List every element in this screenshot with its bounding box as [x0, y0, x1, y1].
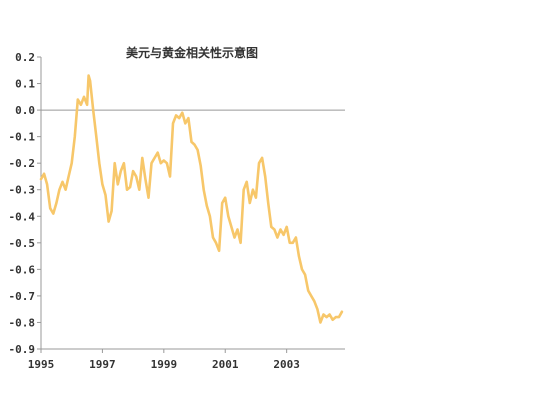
x-tick-label: 1999 — [151, 358, 178, 371]
x-tick-label: 2003 — [273, 358, 300, 371]
y-tick-label: -0.3 — [9, 184, 36, 197]
y-tick-label: -0.7 — [9, 290, 36, 303]
y-tick-label: 0.1 — [15, 78, 35, 91]
y-tick-label: 0.0 — [15, 104, 35, 117]
x-tick-label: 2001 — [212, 358, 239, 371]
series-layer — [39, 74, 344, 324]
y-tick-label: -0.8 — [9, 316, 36, 329]
y-tick-label: -0.2 — [9, 157, 36, 170]
y-tick-label: -0.4 — [9, 210, 36, 223]
chart-title: 美元与黄金相关性示意图 — [126, 45, 258, 60]
y-tick-label: -0.1 — [9, 131, 36, 144]
correlation-series-line — [39, 74, 344, 324]
y-tick-label: -0.6 — [9, 263, 36, 276]
y-tick-label: 0.2 — [15, 51, 35, 64]
axes: 0.2 0.1 0.0 -0.1 -0.2 -0.3 -0.4 -0.5 -0.6 -0.7 -0.… — [9, 51, 345, 371]
y-tick-label: -0.5 — [9, 237, 36, 250]
x-tick-label: 1995 — [28, 358, 55, 371]
x-tick-label: 1997 — [89, 358, 116, 371]
y-tick-label: -0.9 — [9, 343, 36, 356]
